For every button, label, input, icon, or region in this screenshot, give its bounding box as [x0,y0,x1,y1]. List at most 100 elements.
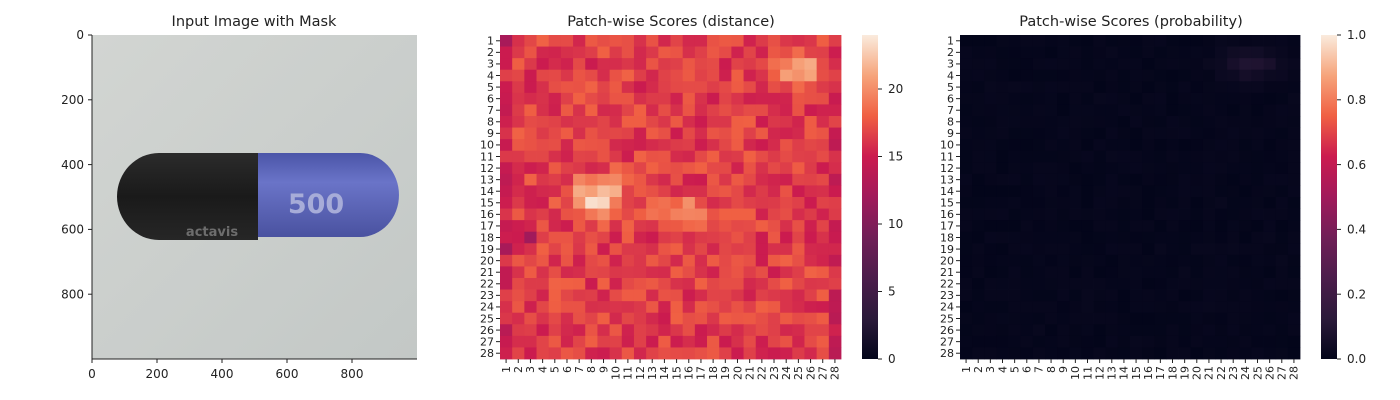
distance-cell-r8-c4 [536,116,550,128]
distance-y-tick-label: 10 [480,139,494,152]
probability-cell-r1-c17 [1154,35,1167,47]
probability-x-tick-label: 2 [972,366,985,373]
probability-cell-r1-c1 [960,35,973,47]
probability-cell-r5-c14 [1117,81,1131,94]
probability-cell-r28-c7 [1032,347,1046,360]
distance-cell-r3-c10 [609,58,623,71]
probability-cell-r16-c19 [1178,208,1192,221]
distance-cell-r2-c13 [646,46,659,59]
distance-cell-r19-c1 [500,243,513,256]
probability-cell-r4-c12 [1093,69,1107,82]
probability-y-tick-label: 23 [940,289,954,302]
distance-cell-r24-c7 [573,301,586,314]
distance-cell-r13-c9 [597,173,611,186]
distance-cell-r11-c5 [548,150,562,163]
probability-cell-r27-c28 [1287,335,1301,348]
distance-cell-r16-c19 [719,208,732,221]
distance-cell-r14-c27 [816,185,830,198]
probability-cell-r16-c23 [1227,208,1240,221]
probability-cell-r14-c25 [1251,185,1264,198]
probability-cell-r15-c2 [972,197,985,209]
probability-cell-r14-c15 [1130,185,1143,198]
distance-cell-r19-c4 [536,243,550,256]
distance-cell-r12-c16 [682,162,696,175]
distance-cell-r15-c27 [816,197,830,209]
distance-cell-r14-c19 [719,185,732,198]
probability-x-tick-label: 15 [1130,366,1143,380]
distance-cell-r8-c3 [524,116,537,128]
distance-cell-r7-c2 [512,104,525,117]
distance-cell-r3-c22 [755,58,769,71]
distance-cell-r13-c1 [500,173,513,186]
distance-cell-r11-c18 [707,150,720,163]
probability-cell-r4-c22 [1215,69,1228,82]
probability-cell-r7-c6 [1020,104,1034,117]
probability-cell-r23-c21 [1202,289,1216,302]
probability-cell-r16-c26 [1263,208,1277,221]
distance-cell-r25-c11 [621,312,635,325]
probability-cell-r26-c2 [972,324,985,337]
distance-cell-r26-c5 [548,324,562,337]
distance-cell-r7-c7 [573,104,586,117]
distance-cell-r18-c28 [828,231,842,244]
distance-cell-r26-c4 [536,324,550,337]
distance-cell-r3-c15 [670,58,684,71]
probability-cell-r16-c7 [1032,208,1046,221]
probability-cell-r24-c17 [1154,301,1167,314]
distance-cell-r4-c7 [573,69,586,82]
probability-cell-r23-c13 [1105,289,1119,302]
probability-cell-r18-c18 [1166,231,1179,244]
distance-cell-r20-c15 [670,254,684,267]
probability-cell-r10-c10 [1069,139,1082,152]
distance-y-tick-label: 4 [487,69,494,82]
distance-cell-r28-c15 [670,347,684,360]
probability-cell-r27-c25 [1251,335,1264,348]
probability-cell-r4-c13 [1105,69,1119,82]
distance-cell-r23-c27 [816,289,830,302]
distance-cell-r9-c4 [536,127,550,140]
distance-cell-r10-c15 [670,139,684,152]
probability-cell-r10-c2 [972,139,985,152]
distance-x-tick-label: 20 [731,366,744,380]
distance-cell-r26-c15 [670,324,684,337]
distance-cell-r10-c3 [524,139,537,152]
probability-cell-r12-c20 [1190,162,1204,175]
distance-cell-r2-c5 [548,46,562,59]
probability-cell-r4-c17 [1154,69,1167,82]
probability-cell-r9-c13 [1105,127,1119,140]
distance-cell-r6-c21 [743,92,757,105]
distance-cell-r27-c9 [597,335,611,348]
distance-cell-r7-c8 [585,104,598,117]
probability-cell-r20-c1 [960,254,973,267]
probability-cell-r4-c26 [1263,69,1277,82]
distance-cell-r20-c5 [548,254,562,267]
probability-cell-r9-c11 [1081,127,1094,140]
probability-cell-r11-c26 [1263,150,1277,163]
probability-cell-r28-c12 [1093,347,1107,360]
probability-cell-r11-c17 [1154,150,1167,163]
distance-cell-r8-c18 [707,116,720,128]
probability-cell-r16-c27 [1275,208,1289,221]
probability-cell-r26-c25 [1251,324,1264,337]
probability-cell-r27-c20 [1190,335,1204,348]
distance-cell-r20-c2 [512,254,525,267]
distance-cell-r16-c20 [731,208,744,221]
capsule-dark-half [117,153,259,240]
probability-cell-r4-c6 [1020,69,1034,82]
distance-cell-r22-c24 [780,278,793,290]
probability-cell-r9-c15 [1130,127,1143,140]
distance-cell-r25-c26 [804,312,818,325]
probability-cell-r13-c11 [1081,173,1094,186]
distance-cell-r20-c22 [755,254,769,267]
probability-cell-r15-c16 [1142,197,1155,209]
probability-cell-r7-c7 [1032,104,1046,117]
probability-cell-r26-c14 [1117,324,1131,337]
probability-cell-r7-c9 [1057,104,1070,117]
distance-cell-r22-c17 [694,278,708,290]
probability-cell-r1-c23 [1227,35,1240,47]
probability-cell-r26-c13 [1105,324,1119,337]
distance-cell-r26-c11 [621,324,635,337]
probability-cell-r11-c13 [1105,150,1119,163]
probability-cell-r1-c8 [1045,35,1058,47]
probability-cell-r16-c21 [1202,208,1216,221]
